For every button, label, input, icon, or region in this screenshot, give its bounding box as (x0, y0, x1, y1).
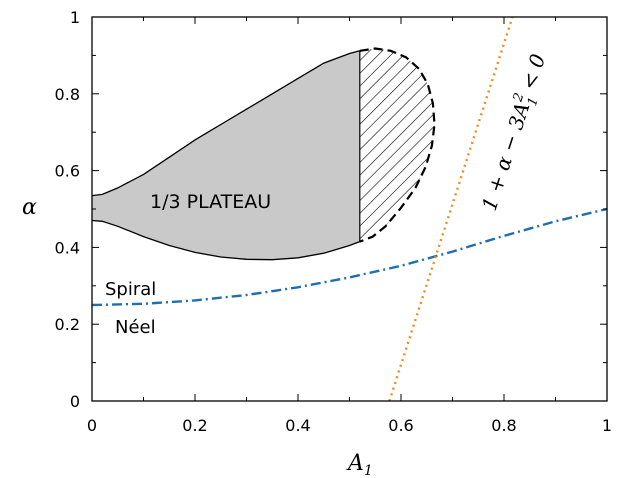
x-tick-label: 0 (87, 416, 97, 435)
neel-label: Néel (115, 317, 156, 338)
plot-area (92, 17, 607, 401)
x-tick-label: 0.2 (182, 416, 207, 435)
y-tick-label: 1 (70, 8, 80, 27)
plateau-lower-boundary (92, 219, 361, 261)
condition-label-tail: < 0 (514, 51, 550, 99)
x-axis-label-sub: 1 (364, 463, 373, 478)
plateau-upper-boundary (92, 50, 360, 197)
plateau-dashed-boundary (359, 47, 436, 243)
condition-label-sup: 2 (510, 91, 527, 104)
y-tick-label: 0.6 (55, 162, 80, 181)
y-tick-label: 0.2 (55, 315, 80, 334)
plateau-label: 1/3 PLATEAU (150, 191, 271, 213)
y-axis-label: α (22, 195, 37, 220)
x-tick-label: 0.4 (285, 416, 310, 435)
plateau-hatched-region (359, 48, 435, 242)
spiral-neel-boundary-line (92, 207, 607, 307)
y-tick-label: 0 (70, 392, 80, 411)
condition-boundary-line (388, 17, 514, 401)
spiral-label: Spiral (105, 279, 156, 300)
axis-ticks: 0 0.2 0.4 0.6 0.8 1 0 0.2 0.4 0.6 0.8 1 (55, 8, 613, 435)
y-tick-label: 0.8 (55, 85, 80, 104)
plateau-region (92, 50, 360, 260)
x-axis-label-main: A (346, 451, 364, 476)
x-tick-label: 0.8 (491, 416, 516, 435)
y-tick-label: 0.4 (55, 238, 80, 257)
condition-label-main: 1 + α − 3A (477, 99, 535, 213)
condition-label: 1 + α − 3A21 < 0 (476, 50, 555, 215)
x-tick-label: 0.6 (388, 416, 413, 435)
x-axis-label: A1 (346, 451, 373, 478)
x-tick-label: 1 (602, 416, 612, 435)
